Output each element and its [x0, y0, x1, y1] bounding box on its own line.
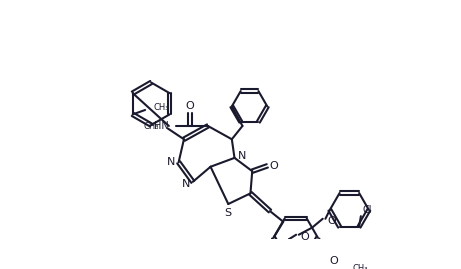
Text: O: O — [269, 161, 278, 171]
Text: CH₃: CH₃ — [154, 103, 170, 112]
Text: Cl: Cl — [363, 205, 372, 215]
Text: N: N — [167, 157, 176, 167]
Text: HN: HN — [154, 121, 169, 131]
Text: CH₃: CH₃ — [353, 264, 368, 269]
Text: O: O — [329, 256, 338, 266]
Text: N: N — [182, 179, 190, 189]
Text: S: S — [225, 208, 232, 218]
Text: O: O — [186, 101, 195, 111]
Text: O: O — [327, 217, 336, 226]
Text: O: O — [301, 232, 309, 242]
Text: CH₃: CH₃ — [143, 122, 159, 131]
Text: N: N — [237, 151, 246, 161]
